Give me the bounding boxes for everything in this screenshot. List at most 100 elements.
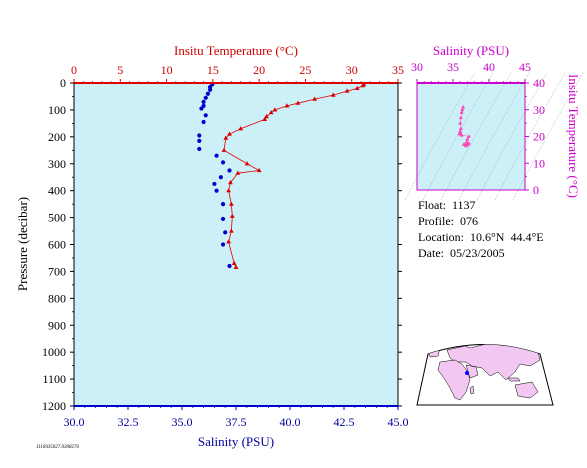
salinity-point [227, 168, 232, 173]
ts-right-axis-tick-label: 30 [533, 103, 545, 117]
top-axis-tick-label: 10 [161, 63, 173, 77]
salinity-point [227, 263, 232, 269]
left-axis-tick-label: 900 [48, 318, 66, 332]
ts-point [465, 136, 470, 141]
density-contour [512, 72, 584, 201]
ts-top-axis-tick-label: 45 [519, 60, 531, 74]
top-axis-tick-label: 35 [392, 63, 404, 77]
salinity-point [220, 160, 226, 165]
density-contour [422, 72, 494, 201]
ts-right-axis-tick-label: 40 [533, 76, 545, 90]
ts-right-axis-tick-label: 0 [533, 183, 539, 197]
ts-point [466, 141, 471, 145]
left-axis-tick-label: 1100 [42, 372, 66, 386]
ts-diagram-background [417, 83, 525, 190]
salinity-point [220, 202, 226, 207]
ts-point [458, 120, 463, 125]
ts-right-axis-label: Insitu Temperature (°C) [566, 74, 581, 198]
temperature-point [228, 228, 234, 233]
profile-number: Profile: 076 [418, 214, 478, 228]
left-axis-tick-label: 700 [48, 264, 66, 278]
ts-right-axis-tick-label: 10 [533, 156, 545, 170]
temperature-point [226, 239, 231, 244]
ts-point [458, 126, 463, 130]
profile-plot-background [74, 83, 398, 406]
ts-top-axis-label: Salinity (PSU) [433, 43, 509, 58]
density-contour [440, 72, 512, 201]
temperature-point [238, 126, 244, 131]
temperature-point [262, 116, 268, 121]
map-land [427, 344, 541, 401]
temperature-point [268, 110, 274, 115]
temperature-point [360, 83, 366, 88]
ts-point [461, 142, 466, 146]
file-id: 1116935027.0308276 [36, 445, 80, 450]
salinity-point [220, 216, 226, 222]
salinity-point [199, 106, 204, 111]
temperature-point [256, 167, 262, 173]
temperature-point [235, 170, 241, 175]
temperature-point [272, 107, 278, 112]
salinity-point [205, 91, 211, 96]
temperature-point [229, 213, 235, 218]
temperature-point [233, 264, 239, 269]
left-axis-tick-label: 300 [48, 157, 66, 171]
temperature-point [227, 131, 232, 136]
ts-point [458, 115, 463, 120]
ts-top-axis-tick-label: 35 [447, 60, 459, 74]
temperature-point [228, 179, 233, 185]
top-axis-tick-label: 15 [207, 63, 219, 77]
float-number: Float: 1137 [418, 198, 476, 212]
density-contour [494, 72, 566, 201]
top-axis-tick-label: 0 [71, 63, 77, 77]
ts-point [458, 128, 463, 133]
temperature-point [223, 135, 229, 140]
top-axis-tick-label: 30 [346, 63, 358, 77]
temperature-point [344, 88, 350, 93]
salinity-point [223, 230, 228, 235]
salinity-point [197, 146, 202, 152]
location: Location: 10.6°N 44.4°E [418, 230, 544, 244]
top-axis-tick-label: 5 [117, 63, 123, 77]
left-axis-tick-label: 800 [48, 291, 66, 305]
salinity-point [214, 188, 219, 193]
bottom-axis-tick-label: 45.0 [388, 415, 409, 429]
left-axis-tick-label: 400 [48, 184, 66, 198]
ts-point [459, 132, 464, 137]
salinity-point [218, 175, 223, 180]
salinity-point [203, 113, 208, 118]
ts-right-axis-tick-label: 20 [533, 130, 545, 144]
density-contour [476, 72, 548, 201]
salinity-point [214, 153, 219, 158]
ts-density-contours [404, 72, 584, 201]
float-location-marker [465, 371, 469, 375]
ts-point [466, 134, 471, 138]
temperature-point [231, 260, 237, 265]
salinity-point [203, 95, 208, 100]
salinity-point [220, 242, 226, 247]
bottom-axis-tick-label: 32.5 [118, 415, 139, 429]
temperature-point [284, 103, 290, 108]
temperature-point [330, 92, 336, 97]
temperature-point [295, 100, 301, 105]
salinity-point [197, 138, 202, 143]
top-axis-label: Insitu Temperature (°C) [174, 43, 298, 58]
bottom-axis-tick-label: 30.0 [64, 415, 85, 429]
ts-point [460, 107, 465, 112]
bottom-axis-tick-label: 42.5 [334, 415, 355, 429]
bottom-axis-label: Salinity (PSU) [198, 434, 274, 449]
salinity-point [212, 181, 217, 187]
ts-top-axis-tick-label: 40 [483, 60, 495, 74]
density-contour [404, 72, 476, 201]
bottom-axis-tick-label: 37.5 [226, 415, 247, 429]
date: Date: 05/23/2005 [418, 246, 505, 260]
temperature-point [244, 161, 250, 166]
temperature-point [226, 188, 231, 193]
salinity-point [207, 87, 213, 92]
top-axis-tick-label: 20 [253, 63, 265, 77]
temperature-series [221, 81, 367, 269]
temperature-point [264, 114, 269, 119]
ts-point [463, 143, 468, 148]
